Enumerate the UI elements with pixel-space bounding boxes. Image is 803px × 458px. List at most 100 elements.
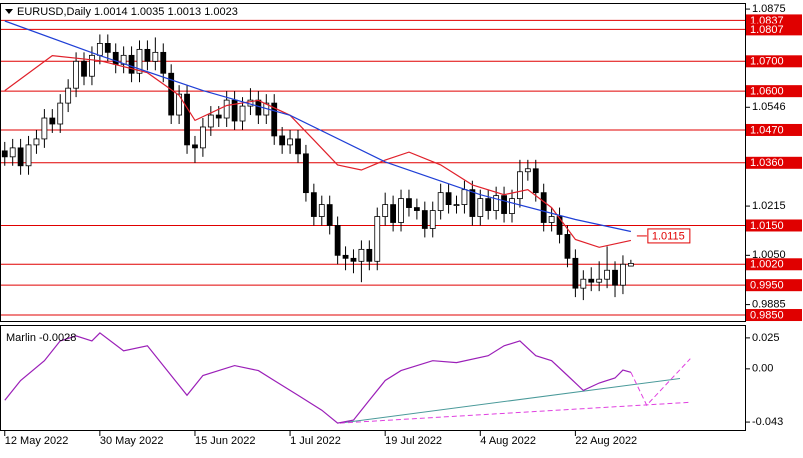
candle-body <box>223 99 230 119</box>
candle-body <box>168 72 175 116</box>
y-tick-label: 1.0215 <box>752 200 786 212</box>
candle-body <box>572 257 579 289</box>
candle-body <box>580 278 587 289</box>
level-label: 1.0470 <box>750 124 784 136</box>
candle-body <box>398 198 404 223</box>
candle-body <box>421 210 428 229</box>
candle-body <box>517 171 523 200</box>
candle-body <box>548 216 555 223</box>
candle-body <box>461 189 468 205</box>
indicator-value: -0.0028 <box>39 332 76 344</box>
candle-body <box>318 204 325 217</box>
indicator-line <box>4 332 632 424</box>
candle-body <box>366 248 373 262</box>
candle-body <box>112 51 119 65</box>
candle-body <box>33 138 40 146</box>
candle-body <box>89 54 95 77</box>
candle-body <box>501 195 507 214</box>
y-tick-label: -0.043 <box>752 416 783 428</box>
x-tick-label: 4 Aug 2022 <box>480 435 536 447</box>
candle-body <box>334 225 341 256</box>
candle-body <box>564 234 571 259</box>
open: 1.0014 <box>94 6 128 18</box>
candle-body <box>382 204 389 217</box>
candle-body <box>144 48 151 62</box>
candle-body <box>303 153 309 194</box>
candle-body <box>477 198 484 217</box>
candle-body <box>1 150 8 158</box>
plot-layer: 1.08371.08071.07001.06001.04701.03601.01… <box>1 3 802 447</box>
level-label-box <box>746 23 802 36</box>
candle-body <box>128 54 135 74</box>
trend-line <box>339 378 681 424</box>
moving-average <box>4 20 632 233</box>
candle-body <box>231 99 238 122</box>
symbol: EURUSD,Daily <box>17 6 91 18</box>
indicator-title: Marlin -0.0028 <box>6 332 76 344</box>
candle-body <box>81 60 87 77</box>
level-label-box <box>746 55 802 68</box>
candle-body <box>271 102 278 137</box>
candle-body <box>445 192 452 205</box>
candle-body <box>532 168 539 194</box>
trend-line <box>339 401 691 424</box>
candle-body <box>524 168 531 173</box>
candle-body <box>295 138 301 155</box>
candle-body <box>176 93 183 116</box>
candle-body <box>390 204 397 223</box>
candle-body <box>57 102 64 125</box>
candle-body <box>540 192 547 223</box>
candle-body <box>342 254 349 259</box>
level-label: 1.0360 <box>750 157 784 169</box>
candle-body <box>25 144 32 167</box>
level-label-box <box>746 258 802 271</box>
y-tick-label: 1.0050 <box>752 249 786 261</box>
header: EURUSD,Daily 1.0014 1.0035 1.0013 1.0023 <box>5 6 238 18</box>
x-tick-label: 1 Jul 2022 <box>290 435 341 447</box>
x-tick-label: 15 Jun 2022 <box>195 435 256 447</box>
y-tick-label: 0.00 <box>752 363 773 375</box>
candle-body <box>604 269 610 280</box>
candle-body <box>199 126 206 149</box>
header-icon <box>5 9 13 14</box>
y-tick-label: 1.0875 <box>752 3 786 15</box>
candle-body <box>588 278 595 283</box>
candle-body <box>239 105 246 122</box>
candle-body <box>104 43 111 53</box>
indicator-pane <box>0 325 746 431</box>
candle-body <box>627 262 634 267</box>
candle-body <box>184 93 190 146</box>
level-label-box <box>746 85 802 98</box>
level-label: 1.0807 <box>750 24 784 36</box>
candle-body <box>485 198 492 211</box>
level-label: 1.0700 <box>750 56 784 68</box>
candle-body <box>437 192 444 211</box>
level-label-box <box>746 309 802 322</box>
candle-body <box>469 189 476 217</box>
y-tick-label: 1.0546 <box>752 101 786 113</box>
x-tick-label: 30 May 2022 <box>100 435 164 447</box>
candle-body <box>429 210 436 229</box>
candle-body <box>374 216 381 262</box>
candle-body <box>65 87 72 104</box>
y-tick-label: 0.025 <box>752 332 780 344</box>
x-tick-label: 22 Aug 2022 <box>575 435 637 447</box>
candle-body <box>326 204 333 226</box>
y-tick-label: 0.9885 <box>752 298 786 310</box>
candle-body <box>207 114 214 128</box>
level-label: 1.0150 <box>750 220 784 232</box>
level-label: 0.9850 <box>750 309 784 321</box>
indicator-name: Marlin <box>6 332 36 344</box>
low: 1.0013 <box>167 6 201 18</box>
candle-body <box>358 248 365 262</box>
candle-body <box>136 48 143 74</box>
price-pane <box>0 3 746 322</box>
candle-body <box>49 117 56 125</box>
candle-body <box>350 257 357 262</box>
level-label: 1.0020 <box>750 259 784 271</box>
candle-body <box>9 147 16 158</box>
trend-line <box>630 358 691 407</box>
level-label-box <box>746 156 802 169</box>
marker-box <box>647 228 691 244</box>
